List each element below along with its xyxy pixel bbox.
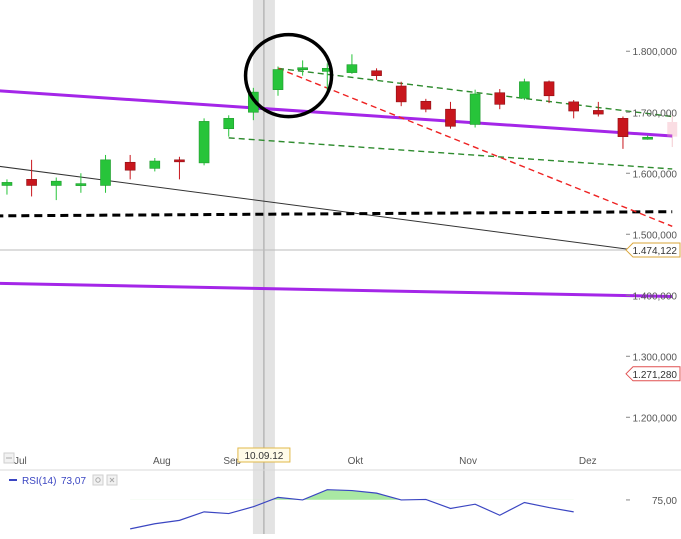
trendline-1 — [0, 281, 673, 298]
candle — [519, 78, 530, 101]
y-tick-label: 1.700,000 — [633, 108, 678, 119]
forecast-candle — [667, 115, 678, 148]
candle-body — [371, 70, 382, 76]
trendline-2 — [0, 165, 673, 256]
rsi-settings-button[interactable] — [92, 474, 104, 486]
candle-body — [26, 179, 37, 186]
candle — [50, 177, 62, 201]
x-tick-label: Sep — [223, 456, 241, 467]
rsi-close-button[interactable] — [106, 474, 118, 486]
candle-body — [445, 108, 456, 127]
candle-body — [346, 64, 358, 73]
rsi-legend-label: RSI(14) — [22, 476, 56, 487]
rsi-legend-value: 73,07 — [61, 476, 86, 487]
rsi-settings-button-frame — [92, 474, 104, 486]
trendline-6 — [277, 67, 673, 227]
rsi-tick-label: 75,00 — [652, 496, 677, 507]
candle — [642, 135, 653, 140]
candle-body — [543, 81, 555, 97]
candle — [149, 158, 161, 172]
price-badge: 1.271,280 — [625, 366, 681, 382]
candle-body — [469, 93, 481, 125]
candle-body — [297, 67, 308, 71]
candle-body — [198, 121, 210, 164]
x-tick-label: Dez — [579, 456, 597, 467]
candle — [593, 101, 604, 117]
date-marker-badge: 10.09.12 — [237, 447, 291, 463]
candle-body — [420, 100, 432, 110]
close-icon — [109, 477, 115, 483]
candle — [272, 66, 284, 96]
date-marker-frame — [237, 447, 291, 463]
x-tick-label: Aug — [153, 456, 171, 467]
forecast-candle-body — [667, 122, 678, 137]
candle — [100, 154, 111, 193]
date-marker-label: 10.09.12 — [244, 451, 283, 462]
candle — [371, 68, 382, 80]
candle — [543, 80, 555, 104]
candle-body — [494, 92, 506, 105]
candle-body — [272, 69, 284, 90]
trendline-5 — [228, 137, 673, 170]
highlight-circle — [243, 32, 334, 119]
candle — [445, 101, 456, 129]
candle — [494, 89, 506, 110]
candle-body — [395, 85, 407, 103]
candle — [223, 115, 235, 137]
y-tick-label: 1.400,000 — [633, 291, 678, 302]
candle — [395, 81, 407, 107]
price-badge-frame — [625, 366, 681, 382]
x-tick-label: Okt — [348, 456, 364, 467]
candle-body — [223, 118, 235, 130]
candle — [297, 60, 308, 76]
y-tick-label: 1.800,000 — [633, 47, 678, 58]
pane-collapse-button[interactable] — [3, 452, 15, 464]
trendline-3 — [0, 210, 673, 218]
candle — [617, 116, 629, 149]
candle-body — [149, 160, 161, 169]
candle — [1, 179, 13, 195]
candle — [174, 156, 185, 180]
trendline-0 — [0, 89, 673, 138]
candle-body — [617, 118, 629, 137]
y-tick-label: 1.500,000 — [633, 230, 678, 241]
rsi-legend-swatch — [9, 479, 17, 481]
x-tick-label: Nov — [459, 456, 477, 467]
candle — [75, 173, 87, 193]
candle — [420, 98, 432, 113]
candle — [248, 87, 259, 121]
candle — [568, 100, 579, 119]
x-tick-label: Jul — [14, 456, 27, 467]
price-badge-frame — [625, 242, 681, 258]
candle — [346, 54, 358, 74]
candle-body — [642, 136, 653, 140]
candle — [124, 154, 136, 180]
candle-body — [100, 159, 111, 186]
candle-body — [124, 161, 136, 171]
gear-icon — [95, 477, 101, 483]
candle-body — [519, 81, 530, 99]
candle-body — [174, 159, 185, 163]
candle-body — [50, 180, 62, 186]
candle-body — [593, 110, 604, 115]
candle — [26, 159, 37, 197]
candle — [469, 89, 481, 128]
price-badge-label: 1.271,280 — [633, 370, 678, 381]
rsi-line — [130, 489, 574, 530]
candle-body — [568, 101, 579, 112]
price-badge: 1.474,122 — [625, 242, 681, 258]
candle-body — [75, 183, 87, 186]
candle-body — [248, 91, 259, 113]
y-tick-label: 1.300,000 — [633, 352, 678, 363]
candle-body — [1, 182, 13, 186]
y-tick-label: 1.600,000 — [633, 169, 678, 180]
y-tick-label: 1.200,000 — [633, 413, 678, 424]
trendline-4 — [277, 67, 673, 118]
candle — [198, 118, 210, 166]
price-badge-label: 1.474,122 — [633, 246, 678, 257]
